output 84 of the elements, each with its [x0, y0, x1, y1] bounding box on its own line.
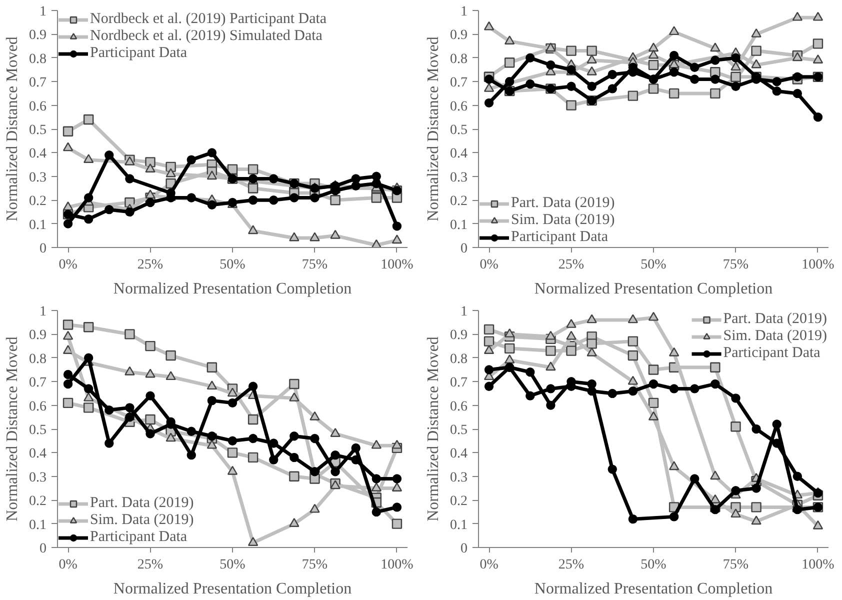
- y-tick-label: 0.7: [29, 376, 46, 391]
- x-tick-label: 100%: [802, 258, 835, 272]
- x-tick-label: 0%: [58, 258, 78, 272]
- y-tick-label: 0.6: [450, 399, 468, 414]
- x-axis-title: Normalized Presentation Completion: [113, 580, 352, 598]
- y-tick-label: 0.7: [450, 376, 468, 391]
- x-tick-label: 50%: [220, 558, 246, 572]
- y-tick-label: 0: [460, 242, 468, 256]
- legend-label: Nordbeck et al. (2019) Participant Data: [90, 11, 327, 28]
- y-tick-label: 0.5: [450, 123, 468, 138]
- y-tick-label: 0.4: [450, 446, 468, 462]
- x-tick-label: 25%: [137, 558, 164, 572]
- x-axis-title: Normalized Presentation Completion: [113, 280, 352, 298]
- y-axis-title: Normalized Distance Moved: [4, 36, 21, 222]
- x-tick-label: 75%: [302, 558, 328, 572]
- y-axis-title: Normalized Distance Moved: [425, 36, 442, 222]
- x-tick-label: 100%: [802, 558, 835, 572]
- x-tick-label: 50%: [640, 258, 667, 272]
- y-tick-label: 0.1: [450, 218, 468, 233]
- y-tick-label: 0.1: [29, 518, 46, 533]
- y-tick-label: 0.2: [450, 194, 468, 210]
- y-tick-label: 0.8: [29, 52, 46, 67]
- y-tick-label: 0.9: [29, 28, 46, 44]
- y-tick-label: 0.9: [450, 28, 468, 44]
- y-axis-title: Normalized Distance Moved: [425, 336, 442, 522]
- y-tick-label: 0.6: [29, 99, 46, 114]
- y-tick-label: 0.2: [29, 494, 46, 510]
- y-tick-label: 0.3: [29, 470, 46, 486]
- x-tick-label: 25%: [558, 258, 584, 272]
- legend-label: Participant Data: [723, 345, 820, 362]
- y-tick-label: 0.8: [450, 52, 468, 67]
- legend-label: Sim. Data (2019): [511, 212, 615, 229]
- y-tick-label: 1: [40, 4, 46, 20]
- y-tick-label: 0.1: [450, 518, 468, 533]
- legend-label: Nordbeck et al. (2019) Simulated Data: [90, 28, 322, 45]
- y-tick-label: 1: [460, 4, 468, 20]
- x-tick-label: 75%: [302, 258, 328, 272]
- legend-label: Part. Data (2019): [723, 311, 827, 328]
- y-tick-label: 0.5: [29, 423, 46, 438]
- y-tick-label: 0.4: [29, 446, 46, 462]
- y-tick-label: 0.3: [450, 170, 468, 186]
- x-tick-label: 50%: [640, 558, 667, 572]
- x-tick-label: 100%: [380, 258, 414, 272]
- x-axis-title: Normalized Presentation Completion: [534, 580, 773, 598]
- y-tick-label: 0.2: [450, 494, 468, 510]
- x-tick-label: 0%: [480, 558, 499, 572]
- y-tick-label: 0.4: [450, 146, 468, 162]
- y-axis-title: Normalized Distance Moved: [4, 336, 21, 522]
- y-tick-label: 0.5: [29, 123, 46, 138]
- legend-label: Participant Data: [511, 229, 608, 246]
- x-tick-label: 25%: [137, 258, 164, 272]
- x-axis-title: Normalized Presentation Completion: [534, 280, 773, 298]
- x-tick-label: 0%: [58, 558, 78, 572]
- x-tick-label: 50%: [220, 258, 246, 272]
- x-tick-label: 25%: [558, 558, 584, 572]
- legend-label: Sim. Data (2019): [723, 328, 827, 345]
- y-tick-label: 0: [460, 542, 468, 556]
- legend-label: Participant Data: [90, 529, 188, 546]
- y-tick-label: 0.2: [29, 194, 46, 210]
- y-tick-label: 0.1: [29, 218, 46, 233]
- legend-label: Participant Data: [90, 45, 188, 62]
- y-tick-label: 0: [40, 242, 46, 256]
- legend-label: Sim. Data (2019): [90, 512, 194, 529]
- y-tick-label: 1: [460, 304, 468, 320]
- x-tick-label: 75%: [722, 258, 749, 272]
- y-tick-label: 0.6: [450, 99, 468, 114]
- y-tick-label: 1: [40, 304, 46, 320]
- y-tick-label: 0.8: [29, 352, 46, 367]
- y-tick-label: 0.9: [29, 328, 46, 344]
- y-tick-label: 0.3: [450, 470, 468, 486]
- legend-label: Part. Data (2019): [511, 195, 615, 212]
- y-tick-label: 0.3: [29, 170, 46, 186]
- y-tick-label: 0.7: [450, 76, 468, 91]
- y-tick-label: 0.8: [450, 352, 468, 367]
- y-tick-label: 0: [40, 542, 46, 556]
- y-tick-label: 0.7: [29, 76, 46, 91]
- x-tick-label: 100%: [380, 558, 414, 572]
- y-tick-label: 0.4: [29, 146, 46, 162]
- y-tick-label: 0.5: [450, 423, 468, 438]
- legend-label: Part. Data (2019): [90, 495, 194, 512]
- x-tick-label: 75%: [722, 558, 749, 572]
- x-tick-label: 0%: [480, 258, 499, 272]
- y-tick-label: 0.6: [29, 399, 46, 414]
- y-tick-label: 0.9: [450, 328, 468, 344]
